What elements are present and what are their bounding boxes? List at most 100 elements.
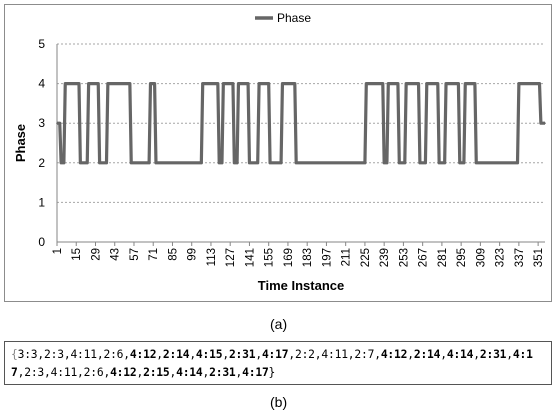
- data-point: [538, 82, 541, 85]
- sequence-token-bold: 2:15: [143, 366, 170, 379]
- x-tick-label: 281: [437, 248, 449, 267]
- data-point: [381, 82, 384, 85]
- x-tick-label: 57: [129, 248, 141, 261]
- data-point: [544, 122, 546, 124]
- data-point: [155, 162, 157, 164]
- y-tick-label: 2: [38, 156, 45, 170]
- sequence-token-bold: 2:31: [479, 348, 507, 361]
- data-point: [248, 162, 251, 164]
- x-tick-label: 337: [514, 248, 526, 267]
- x-tick-label: 155: [264, 248, 276, 267]
- x-tick-label: 71: [148, 248, 160, 261]
- data-point: [445, 82, 447, 85]
- data-point: [98, 162, 101, 164]
- data-point: [97, 82, 100, 85]
- sequence-token: 4:11: [70, 348, 97, 361]
- data-point: [463, 162, 465, 164]
- data-point: [417, 82, 420, 85]
- sequence-token-bold: 4:17: [261, 348, 289, 361]
- x-tick-label: 113: [206, 248, 218, 266]
- x-tick-label: 323: [495, 248, 507, 267]
- sequence-token: 4:11: [50, 366, 78, 379]
- data-point: [256, 162, 259, 164]
- x-tick-label: 85: [167, 248, 179, 261]
- data-point: [436, 82, 439, 85]
- y-tick-label: 1: [38, 195, 45, 209]
- data-point: [78, 82, 80, 85]
- sequence-close-brace: }: [268, 366, 276, 379]
- data-point: [474, 82, 476, 85]
- data-point: [236, 162, 238, 164]
- x-tick-label: 141: [244, 248, 256, 267]
- sequence-token: 3:3: [17, 348, 38, 361]
- x-tick-label: 127: [225, 248, 237, 267]
- data-point: [516, 162, 519, 164]
- series-line-phase: [57, 82, 545, 165]
- data-point: [398, 162, 401, 164]
- data-point: [200, 162, 203, 164]
- x-tick-label: 43: [110, 248, 122, 261]
- data-point: [217, 82, 219, 85]
- data-point: [475, 162, 478, 164]
- data-point: [364, 162, 366, 164]
- x-tick-label: 15: [71, 248, 83, 261]
- data-point: [425, 82, 428, 85]
- sequence-token: 2:2: [294, 348, 315, 361]
- sequence-token: 4:11: [321, 348, 348, 361]
- sequence-token-bold: 2:31: [228, 348, 256, 361]
- x-tick-label: 183: [302, 248, 314, 267]
- sequence-token-bold: 4:17: [11, 348, 533, 379]
- data-point: [386, 162, 388, 164]
- data-point: [130, 162, 133, 164]
- data-point: [232, 82, 234, 85]
- sequence-token-bold: 4:17: [242, 366, 269, 379]
- data-point: [540, 122, 542, 124]
- data-point: [294, 82, 296, 85]
- data-point: [518, 82, 520, 85]
- sequence-token: 2:3: [24, 366, 45, 379]
- chart-frame: 0 1 2 3 4 5 1 15 29 43 57 71 85 99 113 127 141 155 169 183 1…: [4, 4, 552, 302]
- data-point: [280, 162, 282, 164]
- data-point: [87, 82, 90, 85]
- data-point: [281, 82, 284, 85]
- data-point: [86, 162, 89, 164]
- x-tick-label: 211: [341, 248, 353, 266]
- data-point: [383, 162, 385, 164]
- data-point: [403, 162, 406, 164]
- x-tick-label: 197: [321, 248, 333, 267]
- data-point: [222, 82, 225, 85]
- data-point: [464, 82, 467, 85]
- data-point: [221, 162, 223, 164]
- y-tick-label: 5: [38, 37, 45, 51]
- data-point: [201, 82, 204, 85]
- data-point: [218, 162, 221, 164]
- sequence-token: 2:3: [44, 348, 64, 361]
- sequence-token-bold: 4:12: [129, 348, 157, 361]
- data-point: [424, 162, 427, 164]
- data-point: [419, 162, 421, 164]
- sequence-token-bold: 4:12: [380, 348, 408, 361]
- data-point: [58, 122, 61, 124]
- phase-sequence-box: {3:3,2:3,4:11,2:6,4:12,2:14,4:15,2:31,4:…: [4, 341, 552, 385]
- caption-b: (b): [270, 394, 288, 410]
- data-point: [105, 162, 108, 164]
- data-point: [387, 82, 390, 85]
- x-tick-label: 29: [90, 248, 102, 261]
- data-point: [60, 162, 62, 164]
- x-tick-label: 309: [475, 248, 487, 267]
- x-tick-label: 253: [398, 248, 410, 267]
- sequence-token-bold: 4:15: [195, 348, 223, 361]
- y-tick-label: 4: [38, 77, 45, 91]
- data-point: [63, 162, 65, 164]
- x-tick-label: 267: [418, 248, 430, 267]
- data-point: [295, 162, 297, 164]
- x-tick-label: 169: [283, 248, 295, 267]
- data-point: [267, 82, 270, 85]
- x-tick-label: 351: [533, 248, 545, 267]
- sequence-token: 2:7: [354, 348, 375, 361]
- data-point: [443, 162, 446, 164]
- data-point: [107, 82, 109, 85]
- data-point: [153, 82, 156, 85]
- x-axis-title: Time Instance: [258, 278, 344, 293]
- data-point: [457, 82, 460, 85]
